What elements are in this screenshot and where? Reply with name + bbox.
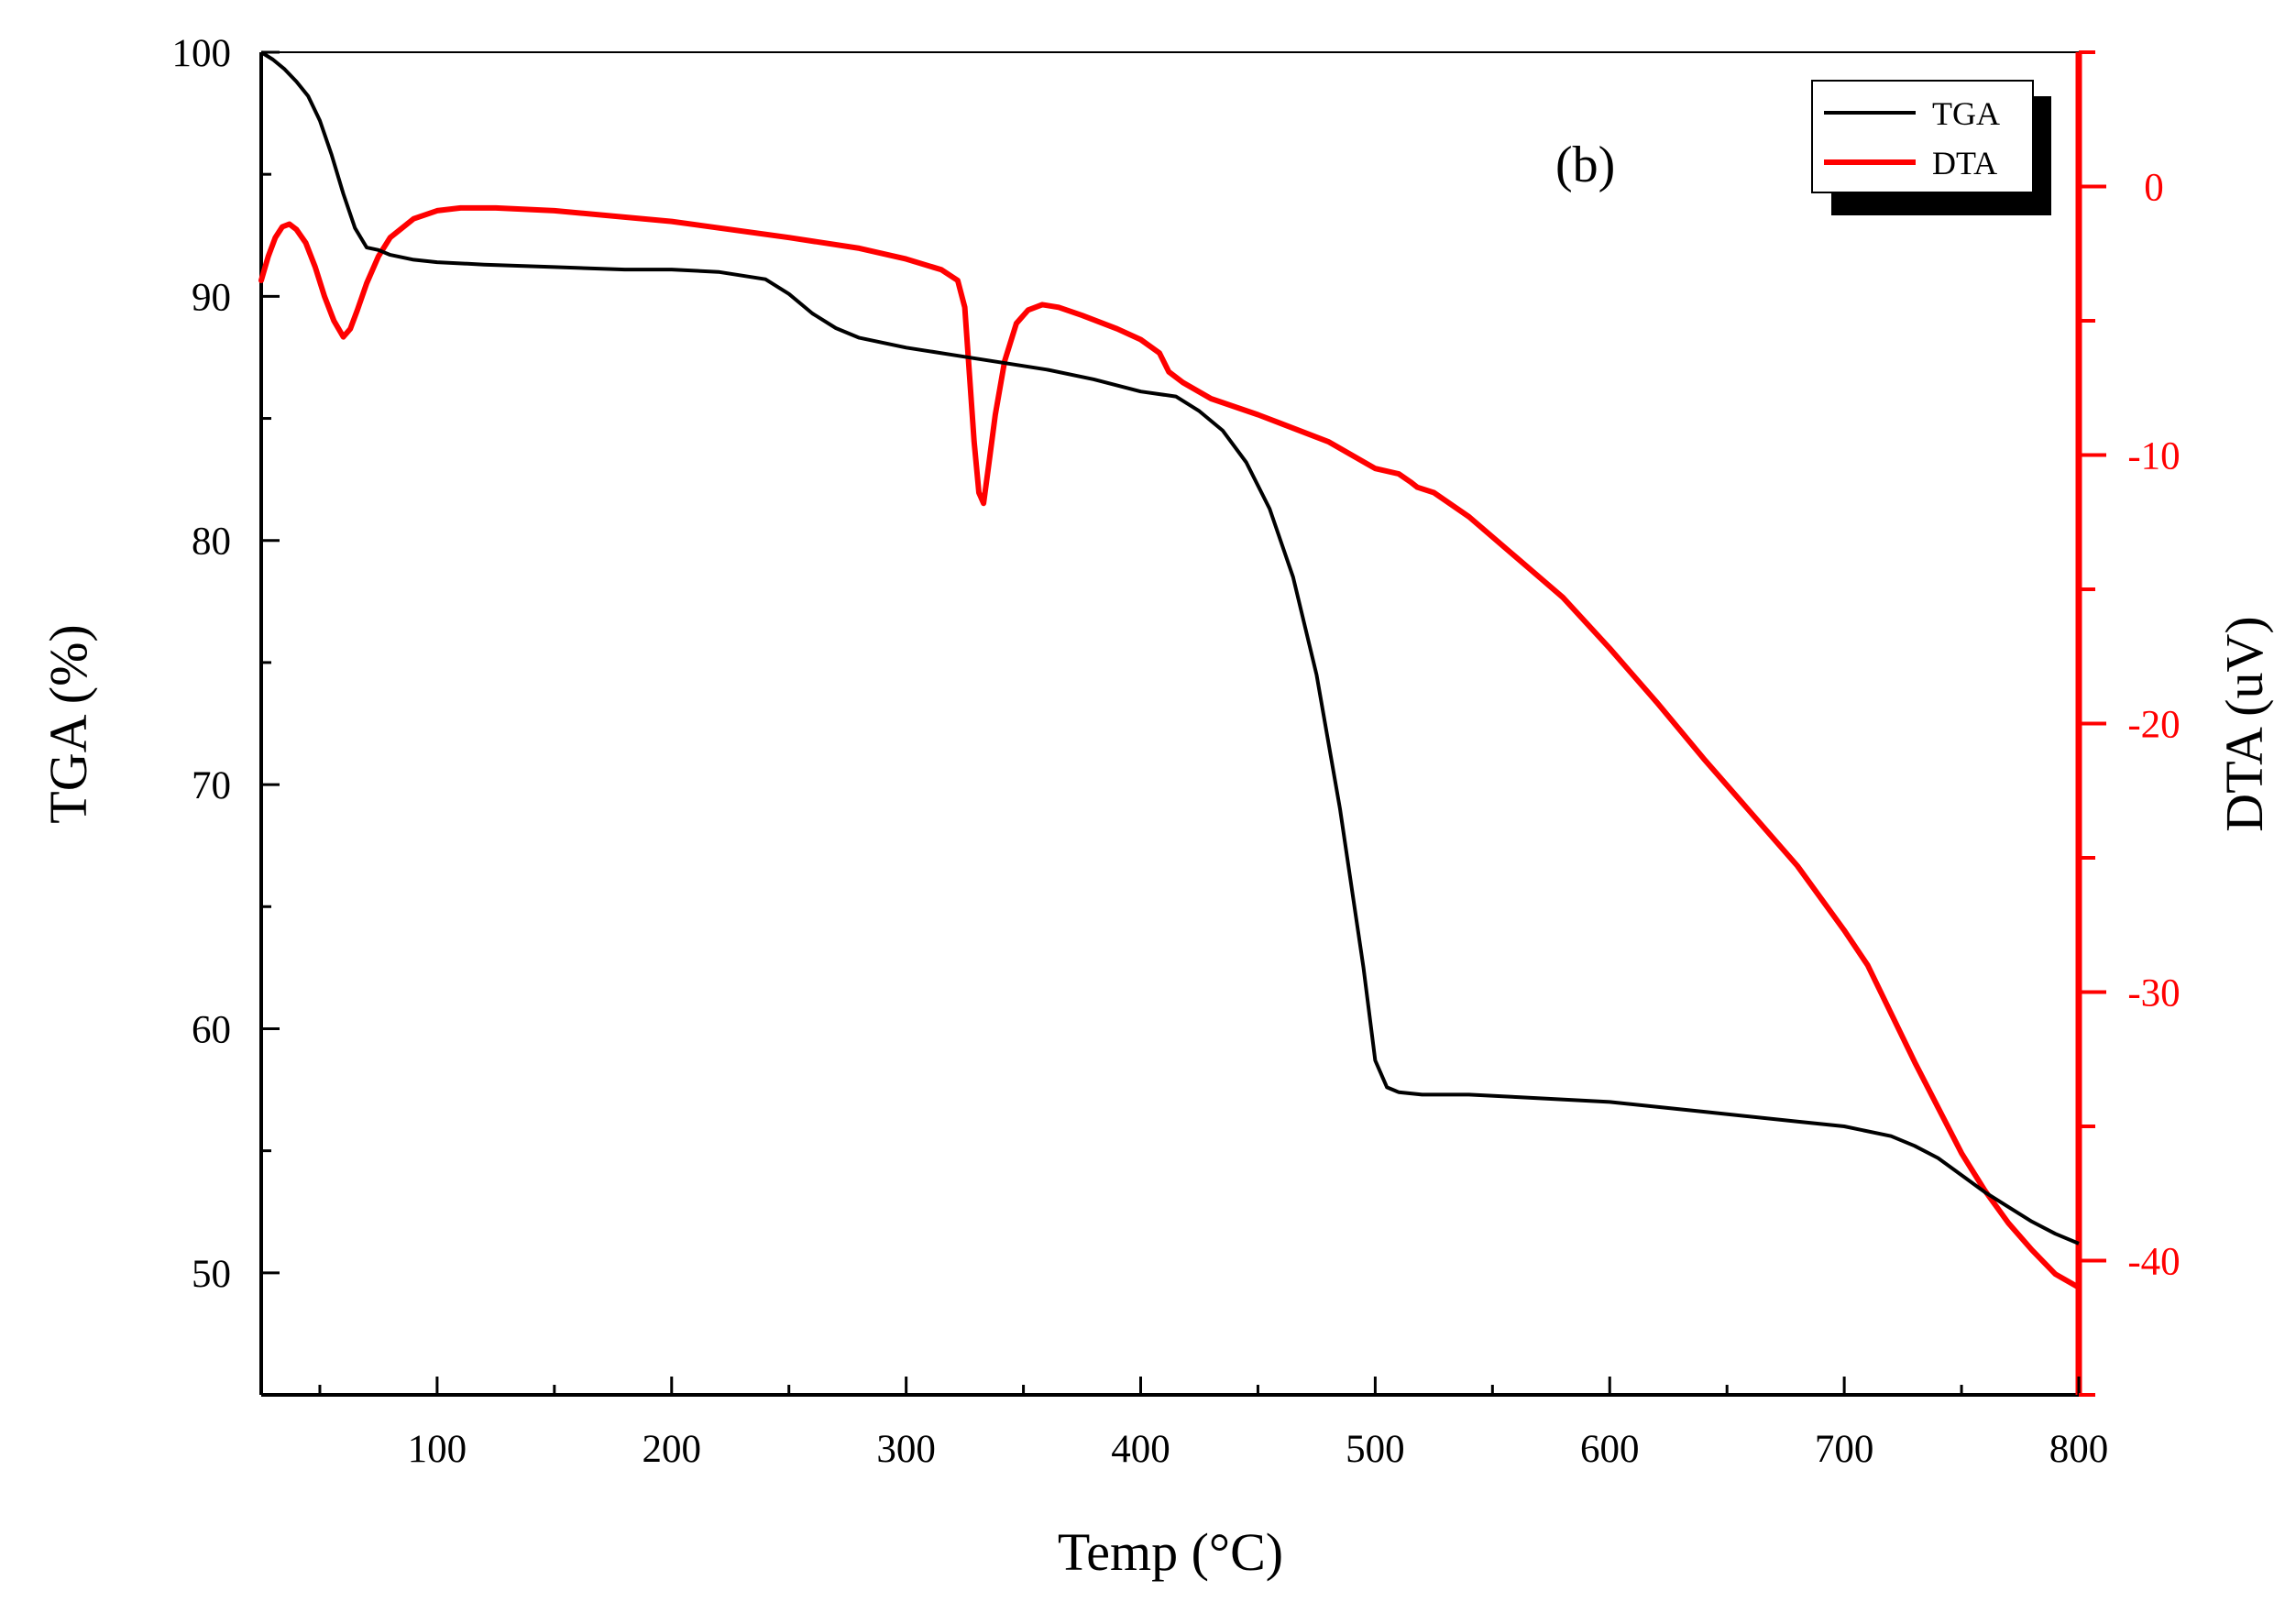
x-tick-label: 600 <box>1580 1428 1640 1471</box>
y-axis-title: TGA (%) <box>38 624 98 823</box>
x-tick-label: 700 <box>1815 1428 1874 1471</box>
y2-tick-label: -30 <box>2127 972 2180 1015</box>
y2-tick-label: 0 <box>2144 167 2164 210</box>
y-tick-label: 50 <box>192 1253 231 1296</box>
legend-label-tga: TGA <box>1932 95 2000 132</box>
y-tick-label: 60 <box>192 1008 231 1051</box>
x-tick-label: 800 <box>2049 1428 2109 1471</box>
x-tick-label: 500 <box>1346 1428 1405 1471</box>
panel-label: (b) <box>1555 137 1615 193</box>
legend: TGA DTA <box>1812 81 2051 215</box>
x-tick-label: 200 <box>643 1428 702 1471</box>
y-tick-label: 90 <box>192 276 231 319</box>
x-tick-label: 100 <box>408 1428 467 1471</box>
x-tick-label: 400 <box>1111 1428 1170 1471</box>
y2-axis-title: DTA (uV) <box>2214 616 2274 831</box>
y2-tick-label: -40 <box>2127 1241 2180 1284</box>
y-tick-label: 100 <box>172 32 232 75</box>
x-axis-title: Temp (°C) <box>1058 1522 1283 1582</box>
tga-dta-chart: 100 200 300 400 500 600 700 800 50 60 70 80 90 100 0… <box>0 0 2296 1602</box>
y2-tick-label: -10 <box>2127 435 2180 478</box>
y-tick-label: 70 <box>192 764 231 807</box>
y2-tick-label: -20 <box>2127 704 2180 747</box>
y-tick-label: 80 <box>192 521 231 564</box>
legend-label-dta: DTA <box>1932 145 1997 181</box>
x-tick-label: 300 <box>876 1428 936 1471</box>
